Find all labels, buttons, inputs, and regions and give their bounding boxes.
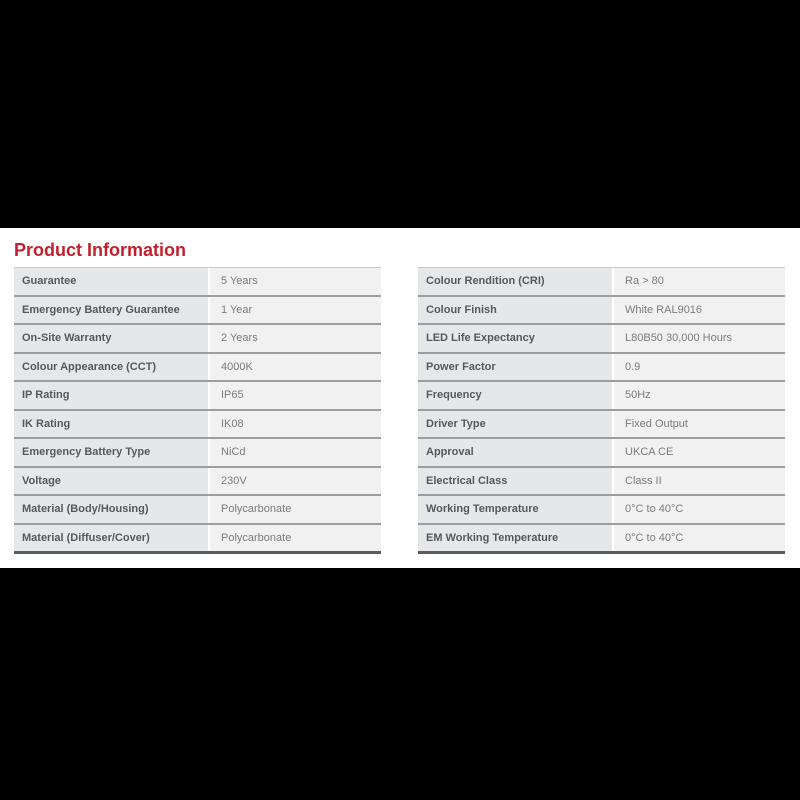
spec-value: 1 Year — [210, 296, 381, 323]
spec-row: Emergency Battery Type NiCd — [14, 439, 381, 468]
spec-value: IP65 — [210, 382, 381, 409]
spec-row: LED Life Expectancy L80B50 30,000 Hours — [418, 325, 785, 354]
spec-row: EM Working Temperature 0°C to 40°C — [418, 524, 785, 551]
spec-row: Material (Diffuser/Cover) Polycarbonate — [14, 524, 381, 551]
spec-value: 5 Years — [210, 268, 381, 295]
spec-row: Approval UKCA CE — [418, 439, 785, 468]
spec-row: On-Site Warranty 2 Years — [14, 325, 381, 354]
spec-value: Polycarbonate — [210, 496, 381, 523]
spec-label: Frequency — [418, 382, 614, 409]
product-information-section: Product Information Guarantee 5 Years Emer… — [0, 228, 800, 568]
spec-row: Material (Body/Housing) Polycarbonate — [14, 496, 381, 525]
spec-value: NiCd — [210, 439, 381, 466]
spec-label: Guarantee — [14, 268, 210, 295]
spec-value: IK08 — [210, 410, 381, 437]
spec-value: 2 Years — [210, 325, 381, 352]
spec-value: 0°C to 40°C — [614, 524, 785, 551]
spec-value: 0°C to 40°C — [614, 496, 785, 523]
spec-row: Working Temperature 0°C to 40°C — [418, 496, 785, 525]
spec-label: Material (Body/Housing) — [14, 496, 210, 523]
spec-row: Power Factor 0.9 — [418, 353, 785, 382]
spec-value: Ra > 80 — [614, 268, 785, 295]
spec-label: IK Rating — [14, 410, 210, 437]
page-title: Product Information — [14, 240, 186, 260]
spec-value: UKCA CE — [614, 439, 785, 466]
spec-label: Colour Appearance (CCT) — [14, 353, 210, 380]
spec-label: Electrical Class — [418, 467, 614, 494]
spec-table-left: Guarantee 5 Years Emergency Battery Guaran… — [14, 267, 381, 554]
spec-label: Approval — [418, 439, 614, 466]
spec-label: On-Site Warranty — [14, 325, 210, 352]
spec-row: IP Rating IP65 — [14, 382, 381, 411]
spec-label: Voltage — [14, 467, 210, 494]
spec-label: Working Temperature — [418, 496, 614, 523]
spec-row: IK Rating IK08 — [14, 410, 381, 439]
spec-value: L80B50 30,000 Hours — [614, 325, 785, 352]
spec-row: Colour Rendition (CRI) Ra > 80 — [418, 268, 785, 297]
spec-table-right: Colour Rendition (CRI) Ra > 80 Colour Fini… — [418, 267, 785, 554]
spec-label: Driver Type — [418, 410, 614, 437]
spec-value: 230V — [210, 467, 381, 494]
spec-value: Polycarbonate — [210, 524, 381, 551]
spec-row: Voltage 230V — [14, 467, 381, 496]
spec-value: Fixed Output — [614, 410, 785, 437]
spec-row: Colour Appearance (CCT) 4000K — [14, 353, 381, 382]
spec-value: White RAL9016 — [614, 296, 785, 323]
spec-label: IP Rating — [14, 382, 210, 409]
spec-label: Power Factor — [418, 353, 614, 380]
spec-value: Class II — [614, 467, 785, 494]
spec-value: 0.9 — [614, 353, 785, 380]
spec-row: Emergency Battery Guarantee 1 Year — [14, 296, 381, 325]
spec-value: 50Hz — [614, 382, 785, 409]
spec-label: Colour Finish — [418, 296, 614, 323]
spec-label: Emergency Battery Guarantee — [14, 296, 210, 323]
spec-label: EM Working Temperature — [418, 524, 614, 551]
spec-row: Frequency 50Hz — [418, 382, 785, 411]
spec-row: Guarantee 5 Years — [14, 268, 381, 297]
spec-row: Driver Type Fixed Output — [418, 410, 785, 439]
spec-value: 4000K — [210, 353, 381, 380]
spec-row: Electrical Class Class II — [418, 467, 785, 496]
spec-row: Colour Finish White RAL9016 — [418, 296, 785, 325]
spec-label: LED Life Expectancy — [418, 325, 614, 352]
spec-label: Colour Rendition (CRI) — [418, 268, 614, 295]
spec-label: Emergency Battery Type — [14, 439, 210, 466]
spec-tables: Guarantee 5 Years Emergency Battery Guaran… — [14, 267, 785, 554]
spec-label: Material (Diffuser/Cover) — [14, 524, 210, 551]
